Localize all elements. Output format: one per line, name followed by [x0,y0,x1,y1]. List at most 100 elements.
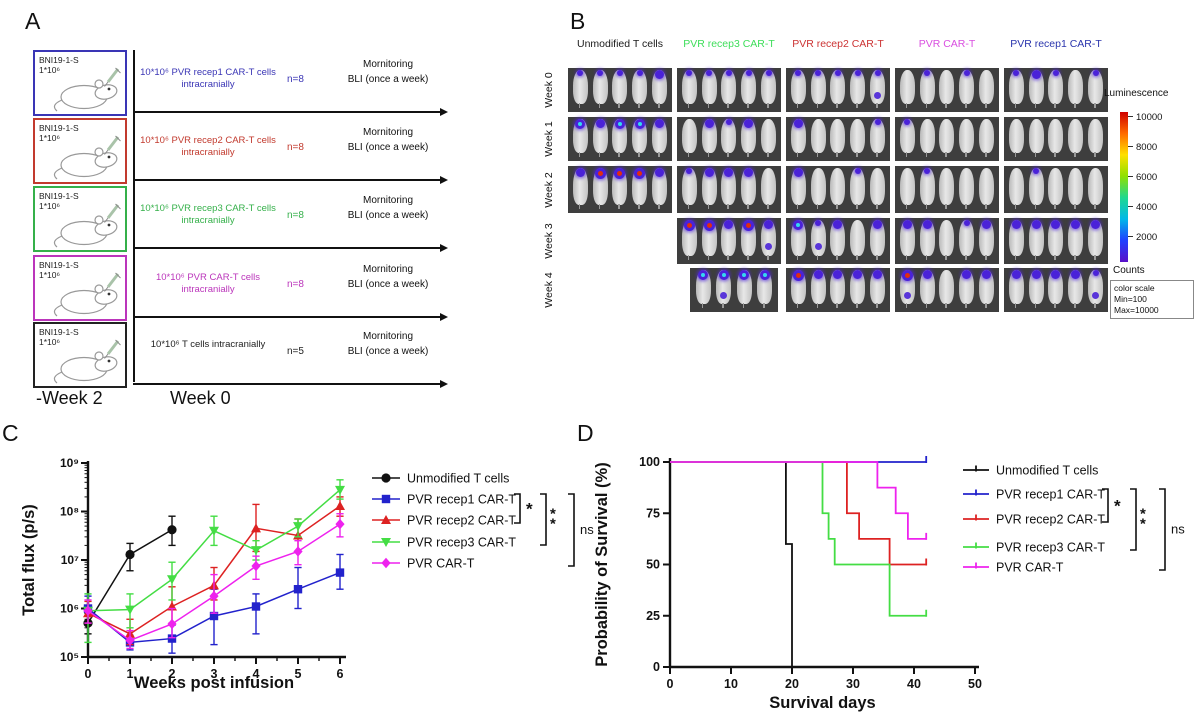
tumor-signal-spot [743,220,755,231]
mouse-bli-image [919,70,935,108]
mouse-body-image [1068,119,1084,153]
mouse-body-image [959,119,975,153]
colorbar-gradient [1120,112,1128,262]
panel-c-label: C [2,420,19,446]
tumor-signal-spot [1011,220,1021,229]
tumor-signal-spot [704,168,714,177]
mouse-bli-image [1008,119,1024,157]
mouse-tail-image [965,152,967,157]
monitoring-text: Mornitoring BLI (once a week) [318,57,458,87]
mouse-illustration [53,272,121,317]
injection-text: 10*10⁶ PVR CAR-T cells intracranially [155,272,261,295]
mouse-body-image [1088,168,1104,205]
mouse-tail-image [945,204,947,209]
mouse-tail-image [767,103,769,108]
mouse-bli-image [850,70,866,108]
mouse-bli-image [810,70,826,108]
mouse-bli-image [761,70,777,108]
tumor-signal-spot [724,168,734,177]
mouse-body-image [830,168,846,205]
mouse-bli-image [681,168,697,209]
mouse-tail-image [925,204,928,209]
mouse-bli-image [632,119,648,157]
tumor-signal-belly-spot [874,92,882,100]
legend-label: Unmodified T cells [407,472,509,486]
tumor-signal-spot [1031,70,1041,79]
mouse-body-image [939,270,955,304]
mouse-body-image [1088,220,1104,256]
colorbar-scale-box: color scale Min=100 Max=10000 [1110,280,1194,319]
mouse-body-image [939,119,955,153]
mouse-tail-image [836,255,838,260]
group-column-header: PVR recep2 CAR-T [792,38,884,50]
mouse-body-image [761,70,777,104]
mouse-tail [53,99,63,112]
mouse-tail-image [687,103,690,108]
tumor-signal-spot [686,70,693,76]
tumor-signal-spot [924,70,931,76]
mouse-tail-image [578,103,581,108]
mouse-body-image [1008,70,1024,104]
tumor-signal-spot [703,220,715,231]
mouse-body-image [979,119,995,153]
mouse-body-image [1088,119,1104,153]
mouse-body-image [572,168,588,205]
tumor-signal-core-red [904,273,910,278]
tumor-signal-spot [745,70,752,76]
mouse-bli-image [757,270,773,308]
tumor-signal-spot [634,168,646,179]
bli-image-cell [895,218,999,264]
y-tick-label: 75 [646,506,660,520]
bli-image-cell [786,218,890,264]
mouse-tail-image [1034,303,1037,308]
tumor-signal-core-cyan [578,122,583,126]
mouse-body-image [572,70,588,104]
mouse-bli-image [979,270,995,308]
mouse-bli-image [612,168,628,209]
mouse-body-image [741,119,757,153]
data-point-circle [381,473,391,483]
timeline-arrow [133,179,441,181]
mouse-ear [94,147,104,157]
legend-label: PVR recep2 CAR-T [996,513,1105,527]
tumor-signal-spot [594,168,606,179]
group-size-label: n=8 [287,210,304,221]
mouse-tail-image [1094,152,1096,157]
mouse-body-image [939,70,955,104]
tumor-signal-spot [704,119,714,128]
tumor-signal-spot [904,119,911,125]
tumor-signal-core-cyan [617,122,622,126]
mouse-tail-image [687,204,690,209]
mouse-tail-image [598,103,601,108]
tumor-signal-spot [793,119,803,128]
mouse-body-image [979,168,995,205]
significance-bracket [540,493,547,546]
mouse-tail-image [1014,303,1017,308]
data-point-triangle-down [125,605,135,615]
tumor-signal-spot [595,119,605,128]
tumor-signal-core-red [617,171,623,176]
mouse-body-image [721,70,737,104]
week-row-label: Week 0 [543,72,555,108]
mouse-body-image [1068,70,1084,104]
mouse-body-image [899,119,915,153]
mouse-bli-image [716,270,732,308]
syringe-plunger [115,339,121,346]
significance-star: * [1114,497,1121,516]
monitoring-line1: Mornitoring [362,195,414,206]
tumor-signal-spot [724,220,734,229]
bli-image-cell [786,117,890,161]
mouse-tail-image [836,303,838,308]
tumor-signal-spot [793,168,803,177]
mouse-tail-image [816,103,819,108]
mouse-tail-image [1054,204,1056,209]
mouse-body-image [919,168,935,205]
mouse-tail-image [727,204,729,209]
mouse-body-image [939,168,955,205]
mouse-tail-image [638,204,640,209]
tumor-signal-spot [834,70,841,76]
mouse-tail-image [747,152,749,157]
data-point-triangle-down [335,485,345,495]
mouse-bli-image [1028,119,1044,157]
mouse-body-image [899,168,915,205]
